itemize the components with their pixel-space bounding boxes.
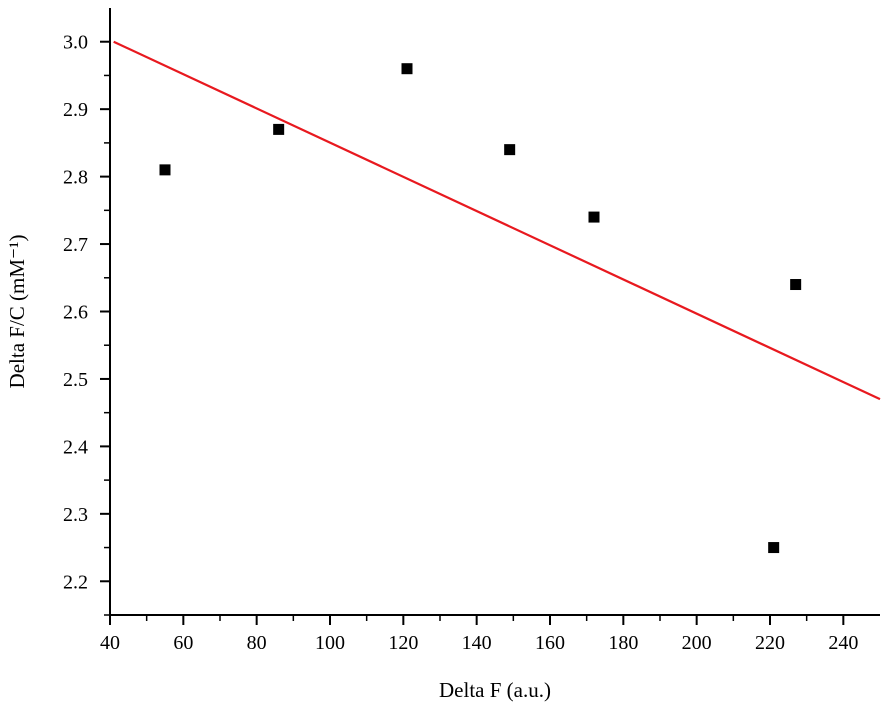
y-tick-label: 2.3	[63, 504, 88, 526]
x-tick-label: 140	[462, 632, 492, 654]
x-tick-label: 60	[173, 632, 193, 654]
x-tick-label: 120	[388, 632, 418, 654]
y-tick-label: 2.9	[63, 99, 88, 121]
x-tick-label: 240	[828, 632, 858, 654]
x-tick-label: 40	[100, 632, 120, 654]
y-tick-label: 2.2	[63, 571, 88, 593]
y-tick-label: 3.0	[63, 32, 88, 54]
x-tick-label: 180	[608, 632, 638, 654]
data-points	[159, 63, 802, 554]
data-point	[588, 211, 600, 223]
x-ticks: 40 60 80 100 120 140 160 180 200 220 240	[100, 615, 858, 654]
x-tick-label: 100	[315, 632, 345, 654]
data-point	[790, 279, 802, 291]
data-point	[504, 144, 516, 156]
y-tick-label: 2.8	[63, 167, 88, 189]
x-tick-label: 220	[755, 632, 785, 654]
x-tick-label: 200	[682, 632, 712, 654]
axes	[109, 8, 880, 616]
data-point	[401, 63, 413, 75]
data-point	[273, 123, 285, 135]
y-tick-label: 2.7	[63, 234, 88, 256]
linear-fit-line	[113, 40, 881, 401]
y-tick-label: 2.4	[63, 436, 88, 458]
data-point	[159, 164, 171, 176]
y-axis-title: Delta F/C (mM⁻¹)	[5, 235, 29, 389]
x-axis-title: Delta F (a.u.)	[439, 678, 551, 702]
x-tick-label: 80	[247, 632, 267, 654]
y-tick-label: 2.5	[63, 369, 88, 391]
y-ticks: 2.2 2.3 2.4 2.5 2.6 2.7 2.8 2.9 3.0	[63, 32, 110, 616]
data-point	[768, 542, 780, 554]
x-tick-label: 160	[535, 632, 565, 654]
y-tick-label: 2.6	[63, 302, 88, 324]
fit-line-group	[113, 40, 881, 401]
